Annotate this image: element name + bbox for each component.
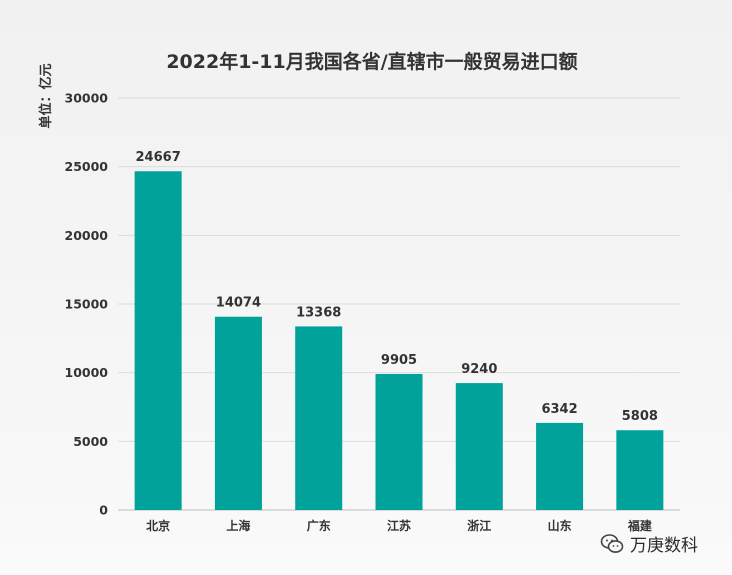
gridlines (118, 97, 680, 511)
y-tick-label: 0 (99, 503, 108, 518)
x-tick-label: 上海 (226, 518, 250, 533)
bar (616, 430, 664, 510)
bar (295, 326, 343, 510)
data-label: 13368 (296, 305, 341, 320)
x-tick-label: 江苏 (387, 518, 411, 533)
y-tick-label: 15000 (65, 297, 109, 312)
x-tick-label: 北京 (146, 518, 170, 533)
data-label: 24667 (136, 150, 181, 165)
y-tick-label: 10000 (65, 365, 109, 380)
chart-title: 2022年1-11月我国各省/直辖市一般贸易进口额 (166, 50, 577, 73)
x-tick-label: 山东 (548, 518, 572, 533)
bar (455, 383, 503, 510)
data-label: 14074 (216, 296, 261, 311)
bar (214, 316, 262, 510)
bars (134, 171, 664, 510)
y-axis-ticks: 0 5000 10000 15000 20000 25000 30000 (65, 91, 109, 518)
x-tick-label: 广东 (307, 518, 331, 533)
y-tick-label: 20000 (65, 228, 109, 243)
watermark-text: 万庚数科 (630, 536, 698, 556)
x-tick-label: 浙江 (467, 518, 491, 533)
x-axis-ticks: 北京 上海 广东 江苏 浙江 山东 福建 (146, 518, 653, 533)
bar (536, 422, 584, 510)
data-label: 6342 (541, 402, 577, 417)
data-label: 5808 (622, 409, 658, 424)
wechat-icon (600, 533, 624, 553)
x-tick-label: 福建 (627, 518, 653, 533)
y-tick-label: 30000 (65, 91, 109, 106)
bar (375, 373, 423, 510)
y-tick-label: 25000 (65, 159, 109, 174)
data-label: 9905 (381, 353, 417, 368)
unit-label: 单位：亿元 (38, 63, 54, 128)
watermark: 万庚数科 (600, 531, 698, 556)
data-labels: 24667 14074 13368 9905 9240 6342 5808 (136, 150, 658, 424)
y-tick-label: 5000 (73, 434, 108, 449)
data-label: 9240 (461, 362, 497, 377)
bar (134, 171, 182, 510)
